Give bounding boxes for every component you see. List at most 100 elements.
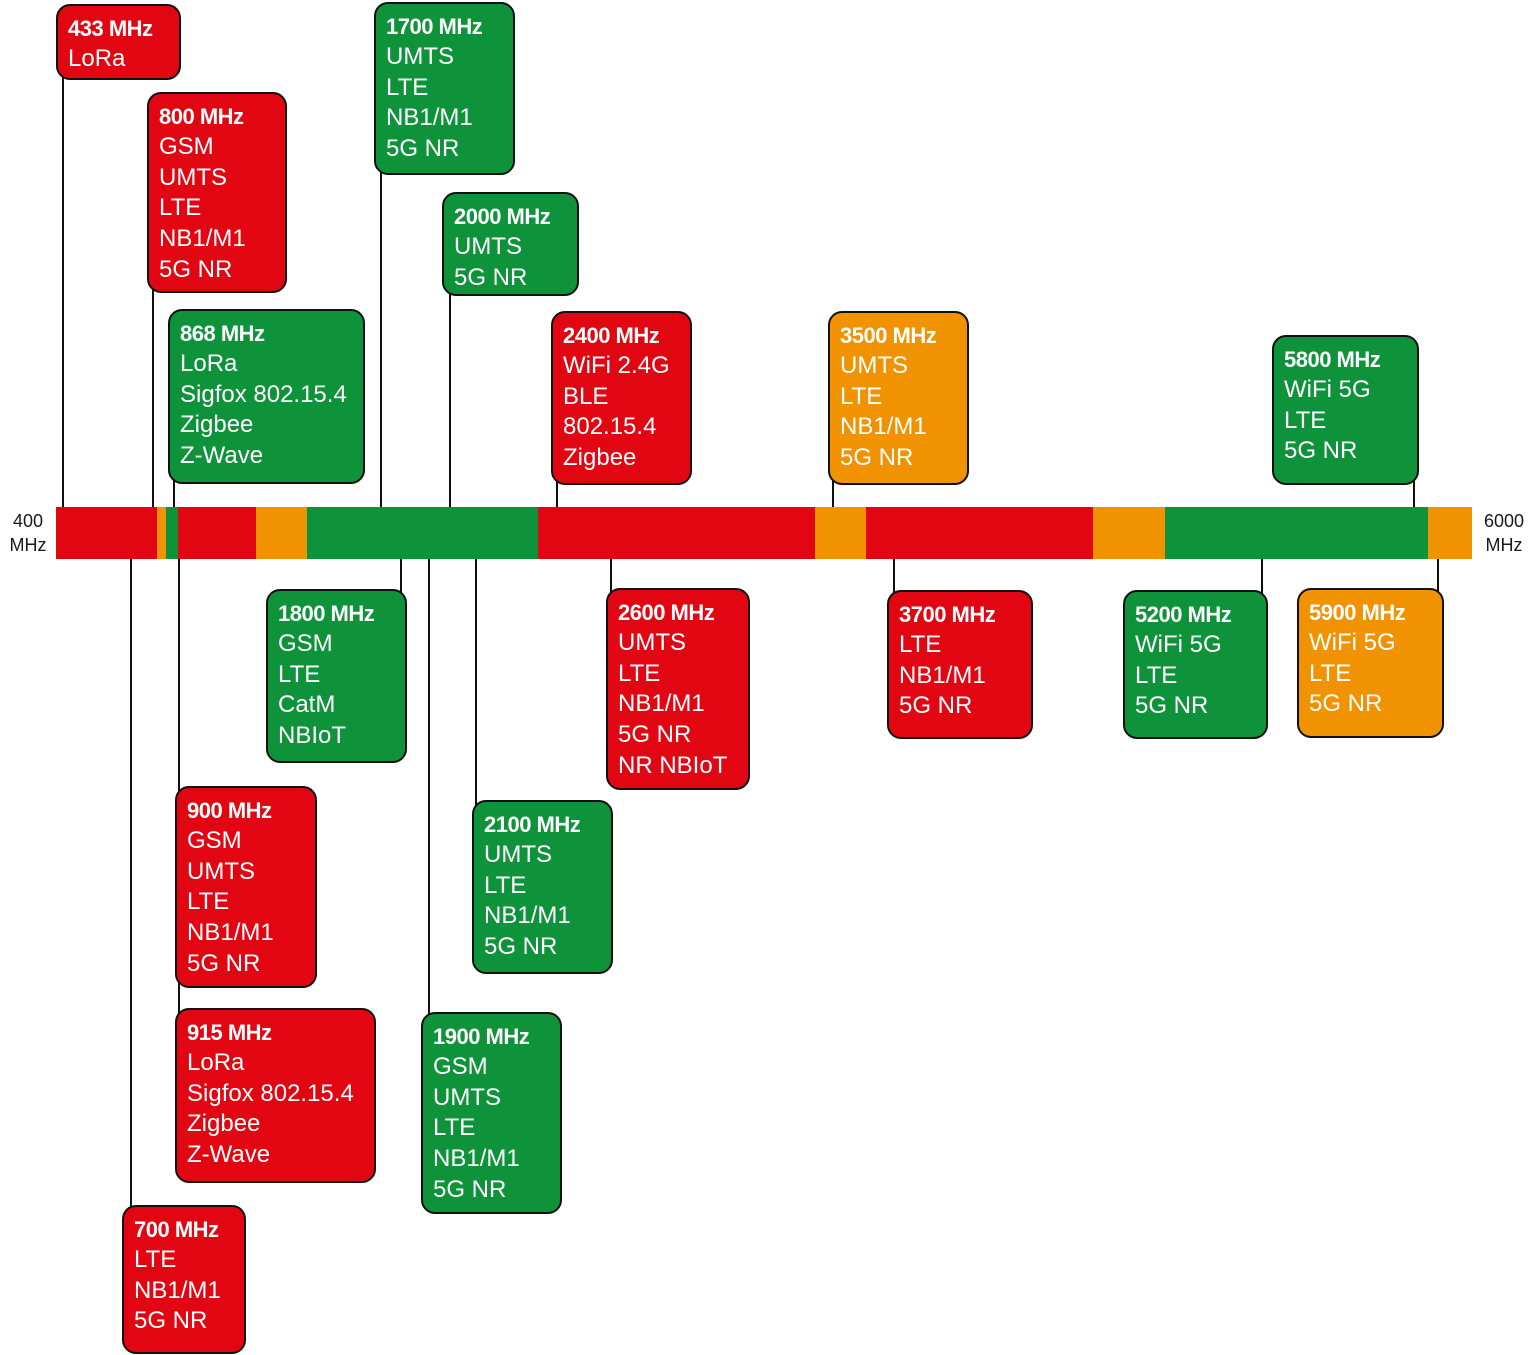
band-tech: NR NBIoT [618,751,728,779]
band-tech: LTE [1309,659,1352,687]
band-tech: NB1/M1 [134,1276,221,1304]
leader-2400 [556,475,558,507]
band-tech: WiFi 5G [1284,376,1371,403]
band-tech: Sigfox 802.15.4 [187,1079,354,1107]
band-freq: 3700 MHz [899,602,996,627]
band-freq: 5200 MHz [1135,602,1232,627]
band-tech: WiFi 2.4G [563,352,670,379]
band-tech: NB1/M1 [899,661,986,689]
band-box-900: 900 MHz GSM UMTS LTE NB1/M1 5G NR [175,786,317,988]
band-tech: NB1/M1 [386,104,473,132]
band-tech: Z-Wave [180,442,264,470]
band-freq: 2400 MHz [563,323,660,348]
band-tech: 5G NR [1135,692,1209,720]
leader-1900 [428,559,430,1017]
band-tech: UMTS [454,233,522,260]
band-tech: LoRa [180,350,238,377]
band-tech: LTE [433,1114,476,1142]
band-tech: Zigbee [187,1110,261,1138]
band-box-5200: 5200 MHz WiFi 5G LTE 5G NR [1123,590,1268,739]
band-tech: LTE [840,382,883,410]
band-box-3500: 3500 MHz UMTS LTE NB1/M1 5G NR [828,311,969,485]
band-tech: NBIoT [278,722,347,750]
spectrum-segment-red [178,507,256,559]
band-tech: 5G NR [386,135,460,163]
leader-5200 [1261,559,1263,595]
band-tech: 5G NR [899,692,973,720]
band-box-5900: 5900 MHz WiFi 5G LTE 5G NR [1297,588,1444,738]
band-box-433: 433 MHz LoRa [56,4,181,80]
spectrum-segment-green [307,507,538,559]
axis-start-label: 400 MHz [4,509,52,557]
band-box-800: 800 MHz GSM UMTS LTE NB1/M1 5G NR [147,92,287,293]
band-tech: NB1/M1 [840,413,927,441]
band-box-1800: 1800 MHz GSM LTE CatM NBIoT [266,589,407,763]
band-tech: LoRa [68,45,126,72]
leader-2100 [475,559,477,807]
axis-start-value: 400 [12,511,44,531]
band-tech: 5G NR [618,721,692,749]
band-tech: UMTS [159,163,227,191]
band-tech: Z-Wave [187,1141,271,1169]
band-freq: 3500 MHz [840,323,937,348]
band-tech: LoRa [187,1049,245,1076]
leader-3700 [893,559,895,595]
band-tech: WiFi 5G [1309,629,1396,656]
band-freq: 433 MHz [68,16,153,41]
band-tech: Sigfox 802.15.4 [180,380,347,408]
band-box-5800: 5800 MHz WiFi 5G LTE 5G NR [1272,335,1419,485]
leader-3500 [832,475,834,507]
leader-868 [173,475,175,507]
leader-2600 [610,559,612,595]
band-box-2100: 2100 MHz UMTS LTE NB1/M1 5G NR [472,800,613,974]
band-freq: 868 MHz [180,321,265,346]
band-box-1900: 1900 MHz GSM UMTS LTE NB1/M1 5G NR [421,1012,562,1214]
leader-5800 [1413,475,1415,507]
band-tech: 5G NR [159,255,233,283]
band-tech: LTE [187,888,230,916]
band-freq: 915 MHz [187,1020,272,1045]
band-tech: NB1/M1 [187,919,274,947]
band-tech: NB1/M1 [484,902,571,930]
leader-1700 [380,165,382,507]
band-tech: 5G NR [454,263,528,291]
band-tech: LTE [278,660,321,688]
band-tech: LTE [1284,406,1327,434]
leader-433 [62,70,64,507]
axis-end-value: 6000 [1483,511,1525,531]
band-box-2600: 2600 MHz UMTS LTE NB1/M1 5G NR NR NBIoT [606,588,750,790]
band-tech: LTE [159,194,202,222]
band-tech: UMTS [187,857,255,885]
leader-800 [152,285,154,507]
band-tech: LTE [386,73,429,101]
axis-start-unit: MHz [9,535,47,555]
leader-5900 [1437,559,1439,595]
spectrum-bar [56,507,1472,559]
band-freq: 2000 MHz [454,204,551,229]
band-freq: 1900 MHz [433,1024,530,1049]
band-tech: LTE [134,1246,177,1273]
band-tech: LTE [618,659,661,687]
band-tech: UMTS [484,841,552,868]
spectrum-segment-orange [157,507,166,559]
band-box-915: 915 MHz LoRa Sigfox 802.15.4 Zigbee Z-Wa… [175,1008,376,1183]
band-tech: 5G NR [433,1175,507,1203]
band-tech: 5G NR [134,1307,208,1335]
band-tech: GSM [433,1053,488,1080]
band-tech: Zigbee [563,444,637,472]
band-tech: CatM [278,691,336,719]
band-box-2400: 2400 MHz WiFi 2.4G BLE 802.15.4 Zigbee [551,311,692,485]
spectrum-segment-green [1165,507,1428,559]
spectrum-segment-orange [1428,507,1472,559]
band-tech: WiFi 5G [1135,631,1222,658]
leader-1800 [400,559,402,595]
band-tech: GSM [159,133,214,160]
band-tech: GSM [278,630,333,657]
band-tech: LTE [484,871,527,899]
band-tech: UMTS [386,43,454,70]
band-tech: 5G NR [484,933,558,961]
spectrum-segment-red [56,507,157,559]
band-tech: NB1/M1 [159,225,246,253]
axis-end-unit: MHz [1485,535,1523,555]
